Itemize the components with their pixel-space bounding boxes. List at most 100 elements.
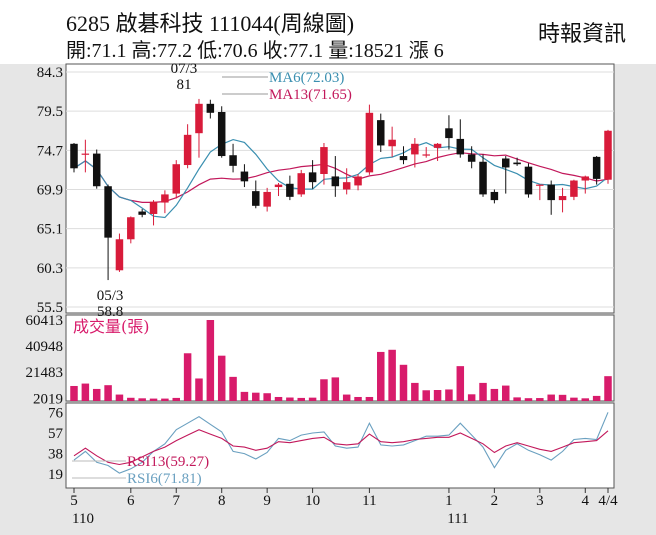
candle <box>149 200 158 226</box>
candle-body <box>604 130 612 180</box>
volume-bar <box>127 397 135 401</box>
volume-bar <box>320 379 328 401</box>
candle <box>399 146 408 165</box>
volume-bar <box>92 388 101 401</box>
volume-bar <box>104 385 112 401</box>
candle <box>433 142 442 161</box>
candle-body <box>138 211 146 215</box>
volume-bar <box>377 351 385 401</box>
candle-body <box>558 196 567 201</box>
x-tick-label: 10 <box>305 493 320 509</box>
candle <box>263 187 271 212</box>
candle <box>536 184 544 201</box>
x-tick-label: 8 <box>218 493 226 509</box>
candle-body <box>377 120 385 146</box>
price-panel <box>65 63 615 314</box>
candle <box>558 187 567 213</box>
candle <box>104 184 112 281</box>
candle <box>422 147 430 158</box>
candle-body <box>320 147 328 174</box>
candle-body <box>592 156 601 179</box>
price-tick-label: 74.7 <box>37 143 64 159</box>
volume-tick-label: 40948 <box>26 339 64 355</box>
volume-bar <box>547 394 555 401</box>
candle-body <box>570 180 578 197</box>
candle-body <box>342 182 351 190</box>
volume-bar <box>308 397 317 401</box>
rsi13-legend: RSI13(59.27) <box>127 454 209 470</box>
x-tick-label: 7 <box>173 493 181 509</box>
volume-bar <box>433 390 442 401</box>
volume-bar <box>195 378 203 401</box>
candle-body <box>536 184 544 186</box>
x-tick-label: 4 <box>582 493 590 509</box>
candle <box>127 216 135 244</box>
candle-body <box>513 162 521 165</box>
candle-body <box>411 143 419 155</box>
volume-bar <box>422 390 430 401</box>
volume-bar <box>479 382 487 401</box>
candle <box>183 124 192 169</box>
candle <box>490 189 499 204</box>
rsi-tick-label: 76 <box>48 405 64 421</box>
price-tick-label: 60.3 <box>37 261 63 277</box>
candle-body <box>195 103 203 134</box>
volume-bar <box>161 398 169 401</box>
high-date-annotation: 07/3 <box>171 61 198 77</box>
volume-bar <box>456 366 465 401</box>
candle <box>206 99 215 119</box>
candle <box>354 173 362 191</box>
rsi6-legend: RSI6(71.81) <box>127 471 202 487</box>
candle <box>286 175 294 201</box>
candle-body <box>422 154 430 156</box>
volume-bar <box>206 320 215 401</box>
volume-bar <box>524 398 533 401</box>
candle-body <box>490 191 499 201</box>
candle-body <box>172 164 181 194</box>
price-tick-label: 69.9 <box>37 183 63 199</box>
volume-panel <box>65 314 615 402</box>
candle-body <box>229 155 237 166</box>
volume-bar <box>172 397 181 401</box>
candle <box>365 104 374 175</box>
candle <box>115 233 124 272</box>
candle-body <box>240 171 249 182</box>
volume-bar <box>274 396 283 401</box>
volume-bar <box>592 395 601 401</box>
candle-body <box>115 239 124 271</box>
volume-bar <box>263 393 271 401</box>
candle <box>388 126 396 157</box>
candle-body <box>547 184 555 201</box>
candle <box>456 119 465 158</box>
x-tick-label: 4/4 <box>598 493 618 509</box>
price-tick-label: 65.1 <box>37 222 63 238</box>
volume-bar <box>570 397 578 401</box>
volume-bar <box>445 389 453 401</box>
rsi-tick-label: 19 <box>48 467 63 483</box>
volume-bar <box>365 396 374 401</box>
volume-bar <box>138 398 146 401</box>
candle-body <box>252 191 260 206</box>
candle-body <box>399 156 408 161</box>
candle <box>479 154 487 197</box>
candle <box>377 113 385 152</box>
candle-body <box>365 112 374 173</box>
candle-body <box>104 186 112 238</box>
candle-body <box>183 134 192 166</box>
candle <box>297 169 305 197</box>
candle <box>138 209 146 218</box>
candle <box>308 160 317 189</box>
candle <box>411 138 419 168</box>
candle-body <box>274 184 283 188</box>
candle-body <box>501 158 510 168</box>
candle-body <box>456 138 465 155</box>
source-label: 時報資訊 <box>537 21 626 46</box>
candle <box>342 168 351 195</box>
low-date-annotation: 05/3 <box>97 288 124 304</box>
candle-body <box>308 172 317 183</box>
volume-bar <box>501 385 510 401</box>
volume-bar <box>558 394 567 401</box>
volume-bar <box>388 349 396 401</box>
volume-bar <box>81 383 90 401</box>
